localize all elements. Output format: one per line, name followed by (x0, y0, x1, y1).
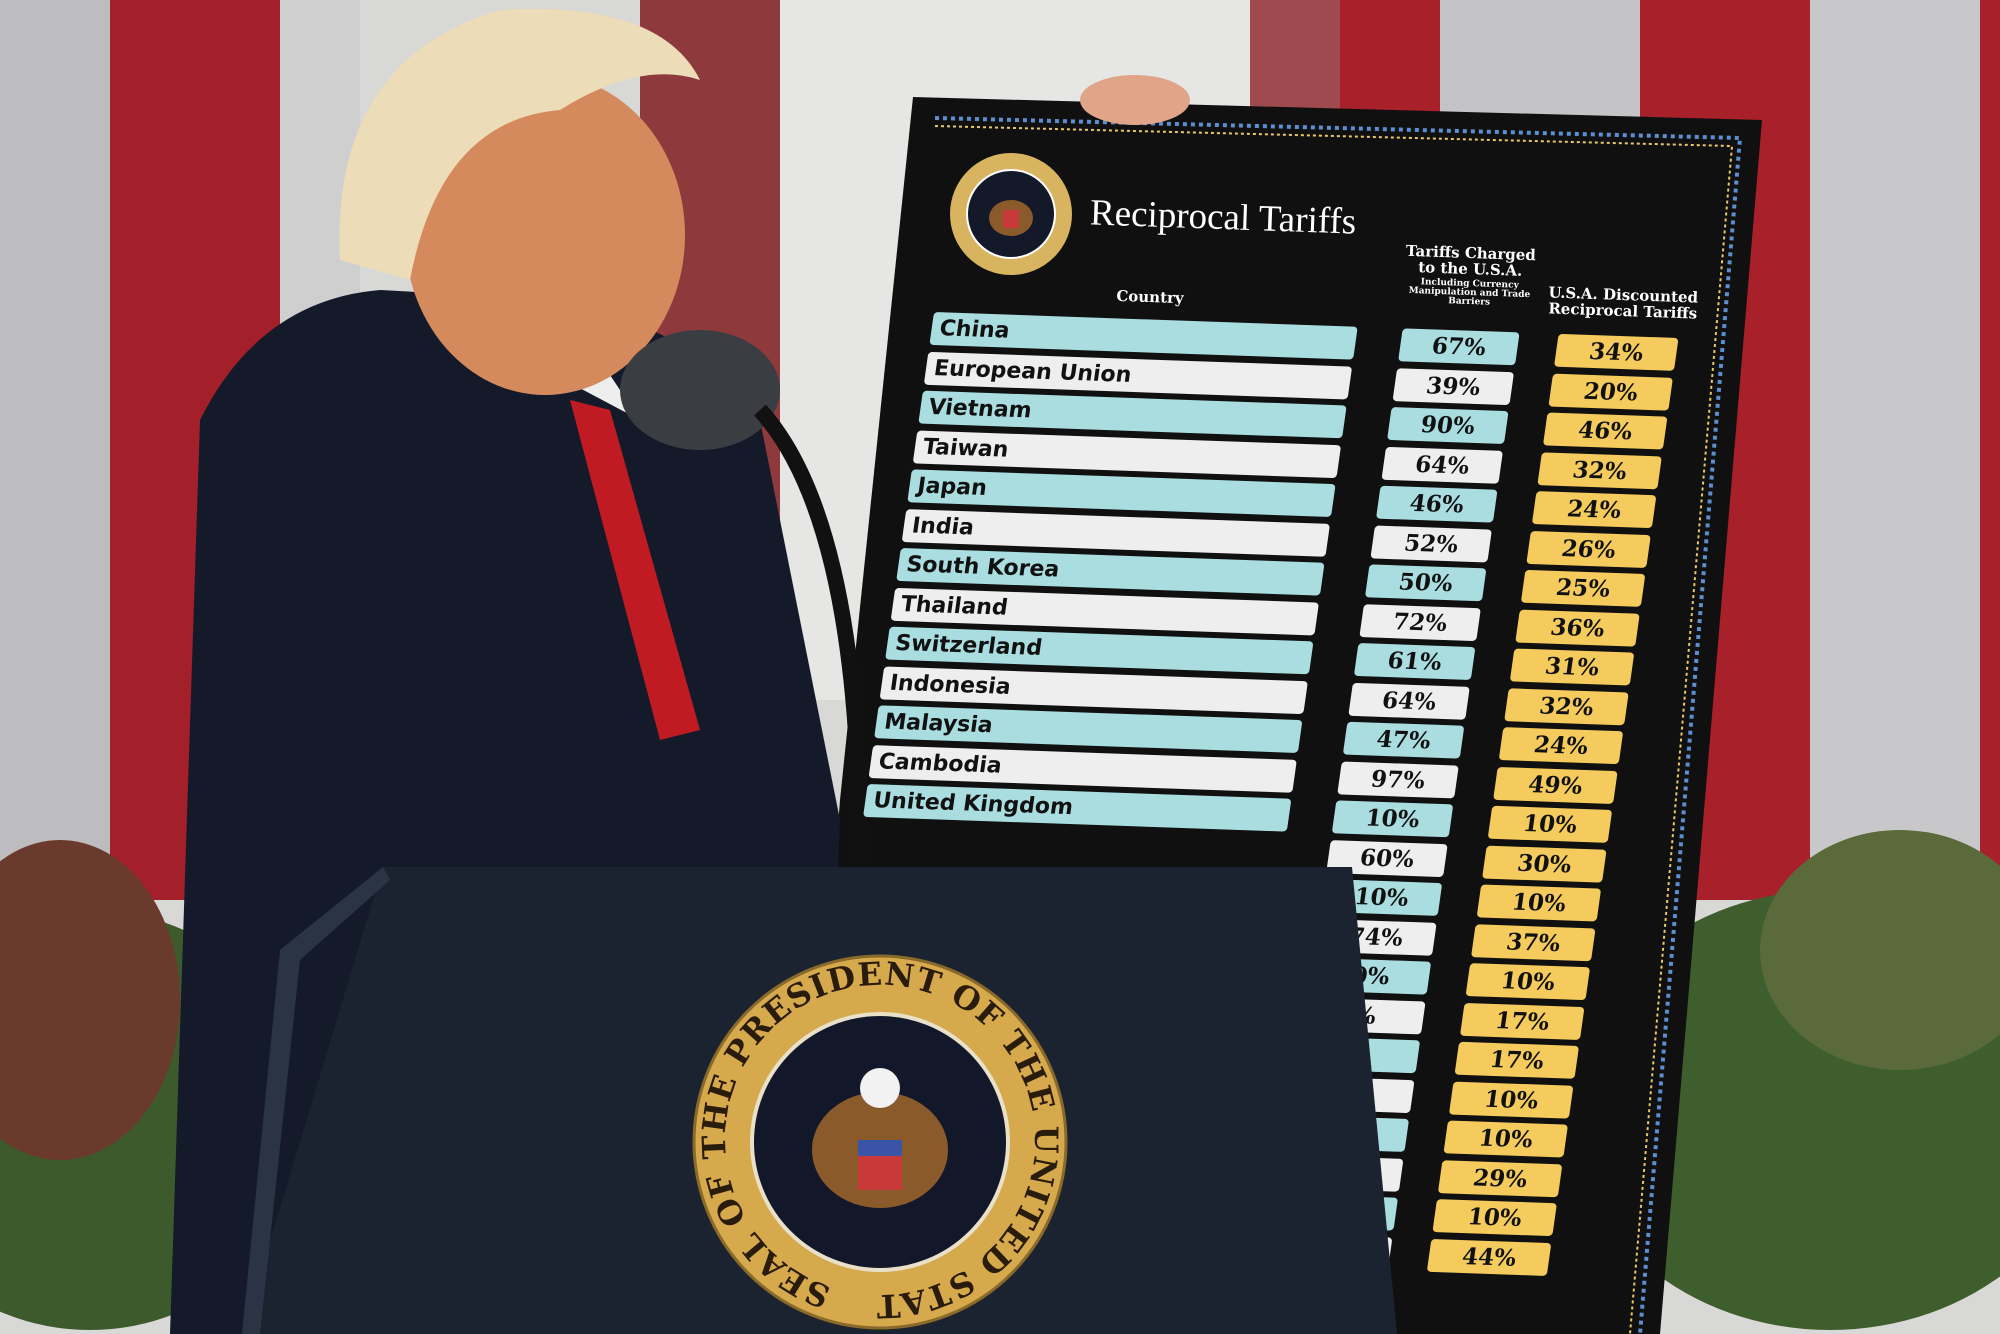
tariff-charged-cell: 39% (1392, 367, 1515, 405)
header-tariffs-charged-label: Tariffs Charged to the U.S.A. (1405, 241, 1537, 280)
reciprocal-tariff-cell: 25% (1520, 569, 1646, 607)
tariff-charged-cell (1276, 1193, 1399, 1231)
reciprocal-tariff-cell: 37% (1471, 923, 1596, 961)
tariff-charged-cell: % (1293, 1075, 1415, 1113)
tariff-charged-cell: 72% (1359, 603, 1481, 641)
tariff-charged-cell: 52% (1370, 525, 1493, 562)
header-country: Country (1116, 286, 1184, 308)
reciprocal-tariff-cell: 20% (1548, 373, 1674, 411)
reciprocal-tariff-cell: 17% (1454, 1041, 1580, 1079)
tariff-charged-cell: 90% (1387, 407, 1509, 444)
tariff-charged-cell: % (1304, 996, 1426, 1034)
tariff-charged-cell: 50% (1364, 564, 1487, 602)
reciprocal-tariff-cell: 32% (1537, 451, 1662, 489)
tariff-charged-cell (1270, 1232, 1393, 1270)
reciprocal-tariff-cell: 10% (1487, 805, 1613, 843)
tariff-charged-cell: 97% (1337, 761, 1459, 798)
reciprocal-tariff-cell: 24% (1498, 727, 1624, 765)
header-tariffs-charged: Tariffs Charged to the U.S.A. Including … (1404, 241, 1537, 310)
reciprocal-tariff-cell: 26% (1526, 530, 1651, 568)
tariff-charged-cell: 60% (1326, 839, 1448, 877)
tariff-charged-cell: 67% (1398, 328, 1520, 366)
reciprocal-tariff-cell: 32% (1504, 687, 1629, 725)
tariff-charged-cell: 64% (1348, 682, 1470, 720)
reciprocal-tariff-cell: 46% (1542, 412, 1668, 450)
reciprocal-tariff-cell: 24% (1531, 491, 1657, 529)
tariff-charged-cell: % (1298, 1036, 1421, 1074)
reciprocal-tariff-cell: 30% (1482, 845, 1607, 883)
microphone (620, 330, 868, 861)
reciprocal-tariff-cell: 10% (1476, 884, 1602, 922)
reciprocal-tariff-cell: 49% (1493, 766, 1618, 804)
tariff-charged-cell: 61% (1353, 643, 1476, 680)
reciprocal-tariff-cell: 36% (1515, 609, 1640, 647)
reciprocal-tariff-cell: 10% (1448, 1081, 1574, 1119)
tariff-charged-cell: 10% (1320, 879, 1443, 916)
reciprocal-tariff-cell: 17% (1460, 1002, 1585, 1040)
reciprocal-tariff-cell: 31% (1509, 648, 1635, 686)
header-tariffs-charged-note: Including Currency Manipulation and Trad… (1408, 276, 1531, 309)
tariff-charged-cell: 10% (1331, 800, 1454, 838)
tariff-charged-cell (1287, 1114, 1410, 1152)
reciprocal-tariff-cell: 10% (1443, 1120, 1568, 1158)
board-seal (950, 153, 1072, 275)
reciprocal-tariff-cell: 10% (1432, 1199, 1557, 1237)
tariff-charged-cell: 46% (1375, 485, 1498, 523)
tariff-charged-cell (1282, 1154, 1404, 1192)
reciprocal-tariff-cell: 29% (1437, 1159, 1563, 1197)
tariff-charged-cell: 47% (1342, 721, 1465, 759)
reciprocal-tariff-cell: 34% (1554, 333, 1679, 371)
tariff-charged-cell: 74% (1315, 918, 1437, 956)
header-reciprocal: U.S.A. Discounted Reciprocal Tariffs (1548, 283, 1699, 323)
tariff-charged-cell: 64% (1381, 446, 1504, 484)
tariff-charged-cell: 0% (1309, 957, 1432, 995)
reciprocal-tariff-cell: 10% (1465, 963, 1591, 1001)
reciprocal-tariff-cell: 44% (1426, 1238, 1552, 1276)
foliage (0, 830, 2000, 1330)
